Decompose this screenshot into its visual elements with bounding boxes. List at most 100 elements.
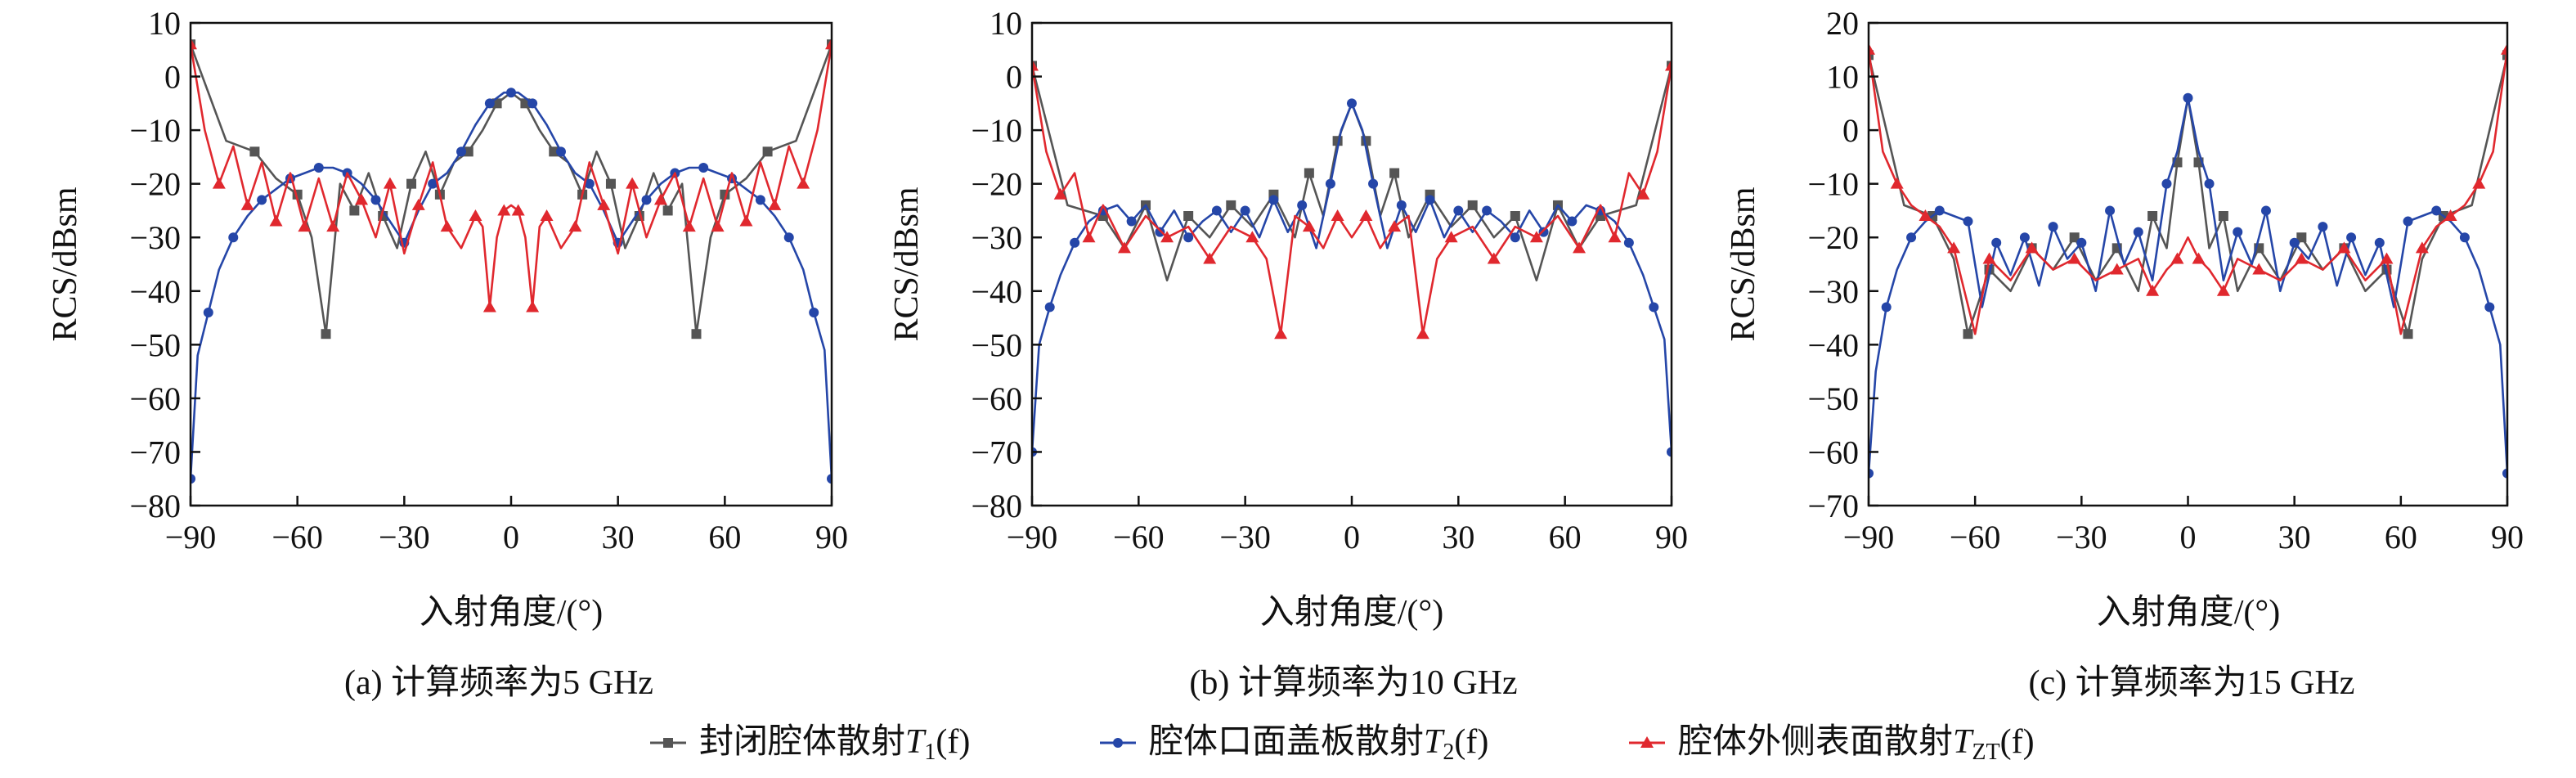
legend-marker bbox=[1113, 738, 1123, 748]
data-point-tzt bbox=[383, 177, 397, 189]
y-tick-label: 0 bbox=[1006, 59, 1022, 96]
series-line-t2 bbox=[191, 91, 832, 479]
panel-caption: (c) 计算频率为15 GHz bbox=[2029, 663, 2355, 702]
y-tick-label: 20 bbox=[1826, 5, 1859, 42]
data-point-tzt bbox=[568, 220, 582, 232]
x-tick-label: 0 bbox=[2180, 519, 2197, 555]
data-point-t2 bbox=[783, 232, 794, 243]
y-tick-label: −80 bbox=[129, 488, 181, 524]
data-point-tzt bbox=[1947, 241, 1961, 254]
y-axis-label: RCS/dBsm bbox=[47, 187, 84, 341]
panel-caption: (a) 计算频率为5 GHz bbox=[344, 663, 653, 702]
legend-label: 腔体口面盖板散射T2(f) bbox=[1149, 723, 1488, 765]
data-point-t1 bbox=[2403, 329, 2413, 340]
data-point-t2 bbox=[191, 474, 195, 484]
data-point-t2 bbox=[1347, 98, 1357, 109]
y-tick-label: −10 bbox=[129, 112, 181, 149]
data-point-tzt bbox=[2170, 252, 2184, 264]
data-point-t2 bbox=[1934, 205, 1945, 216]
data-point-t2 bbox=[1325, 178, 1335, 189]
data-point-tzt bbox=[240, 198, 254, 210]
x-tick-label: −60 bbox=[272, 519, 323, 555]
data-point-tzt bbox=[1444, 231, 1458, 243]
data-point-tzt bbox=[511, 204, 525, 216]
data-point-tzt bbox=[1665, 59, 1672, 71]
data-point-t2 bbox=[2204, 178, 2215, 189]
data-point-t2 bbox=[1869, 468, 1874, 479]
chart-panel-3: −90 −60 −30 0 30 60 90 20 10 0 −10 −20 −30 −40 −50 −60 −… bbox=[1725, 5, 2524, 702]
y-axis-label: RCS/dBsm bbox=[888, 187, 926, 341]
data-point-tzt bbox=[212, 177, 226, 189]
data-point-t2 bbox=[2105, 205, 2116, 216]
data-point-t2 bbox=[827, 474, 832, 484]
data-point-t2 bbox=[1044, 302, 1055, 313]
data-point-tzt bbox=[2501, 43, 2507, 55]
data-point-t1 bbox=[1963, 329, 1973, 340]
y-tick-label: −70 bbox=[971, 434, 1022, 470]
data-point-t2 bbox=[755, 195, 765, 205]
data-point-t2 bbox=[641, 195, 652, 205]
y-tick-label: −20 bbox=[971, 166, 1022, 203]
data-point-t2 bbox=[2431, 205, 2442, 216]
y-tick-label: −60 bbox=[1807, 434, 1859, 470]
data-point-t2 bbox=[1155, 227, 1165, 237]
series-t1 bbox=[191, 39, 832, 340]
data-point-tzt bbox=[768, 198, 782, 210]
data-point-t2 bbox=[2076, 237, 2087, 248]
x-tick-label: 60 bbox=[1549, 519, 1582, 555]
y-tick-label: 10 bbox=[990, 5, 1022, 42]
data-point-t1 bbox=[1869, 50, 1874, 61]
data-point-tzt bbox=[739, 214, 753, 227]
data-point-t1 bbox=[762, 146, 773, 157]
data-point-tzt bbox=[1331, 209, 1344, 221]
x-tick-label: −90 bbox=[165, 519, 217, 555]
y-axis-label: RCS/dBsm bbox=[1725, 187, 1762, 341]
x-tick-label: 90 bbox=[1655, 519, 1688, 555]
data-point-tzt bbox=[1388, 220, 1402, 232]
x-tick-label: 0 bbox=[1344, 519, 1360, 555]
data-point-tzt bbox=[482, 300, 496, 313]
data-point-tzt bbox=[2295, 252, 2309, 264]
data-point-tzt bbox=[1529, 231, 1543, 243]
data-point-t2 bbox=[1268, 195, 1279, 205]
data-point-tzt bbox=[1053, 187, 1067, 200]
data-point-t2 bbox=[2133, 227, 2143, 237]
data-point-t2 bbox=[1368, 178, 1379, 189]
data-point-t2 bbox=[1396, 200, 1407, 210]
data-point-t1 bbox=[605, 178, 616, 189]
series-tzt bbox=[1869, 43, 2507, 335]
data-point-tzt bbox=[1359, 209, 1373, 221]
data-point-t2 bbox=[527, 98, 538, 109]
x-axis-label: 入射角度/(°) bbox=[420, 594, 603, 632]
y-tick-label: −20 bbox=[129, 166, 181, 203]
y-tick-label: −30 bbox=[1807, 273, 1859, 310]
x-tick-label: 60 bbox=[708, 519, 741, 555]
data-point-t1 bbox=[1510, 211, 1520, 221]
data-point-t2 bbox=[1240, 205, 1250, 216]
data-point-t2 bbox=[203, 308, 213, 317]
data-point-t2 bbox=[1183, 232, 1194, 243]
data-point-t1 bbox=[1467, 200, 1478, 210]
data-point-t2 bbox=[2289, 237, 2300, 248]
chart-panel-1: −90 −60 −30 0 30 60 90 10 0 −10 −20 −30 −40 −50 −60 −70… bbox=[47, 5, 848, 702]
data-point-t2 bbox=[698, 163, 709, 173]
data-point-t2 bbox=[2183, 92, 2193, 103]
data-point-tzt bbox=[2067, 252, 2081, 264]
data-point-t1 bbox=[1226, 200, 1236, 210]
data-point-t1 bbox=[463, 146, 473, 157]
data-point-tzt bbox=[797, 177, 810, 189]
data-point-t2 bbox=[1623, 237, 1634, 248]
data-point-t2 bbox=[2484, 302, 2495, 313]
data-point-tzt bbox=[2110, 263, 2124, 275]
data-point-t2 bbox=[2346, 232, 2357, 243]
data-point-t1 bbox=[1389, 168, 1400, 178]
data-point-t2 bbox=[1425, 195, 1435, 205]
data-point-t2 bbox=[1297, 200, 1308, 210]
x-tick-label: −90 bbox=[1007, 519, 1058, 555]
data-point-tzt bbox=[2192, 252, 2206, 264]
legend-marker bbox=[1640, 736, 1654, 748]
data-point-t2 bbox=[506, 88, 516, 98]
data-point-t2 bbox=[584, 178, 595, 189]
legend-label: 封闭腔体散射T1(f) bbox=[699, 723, 970, 765]
